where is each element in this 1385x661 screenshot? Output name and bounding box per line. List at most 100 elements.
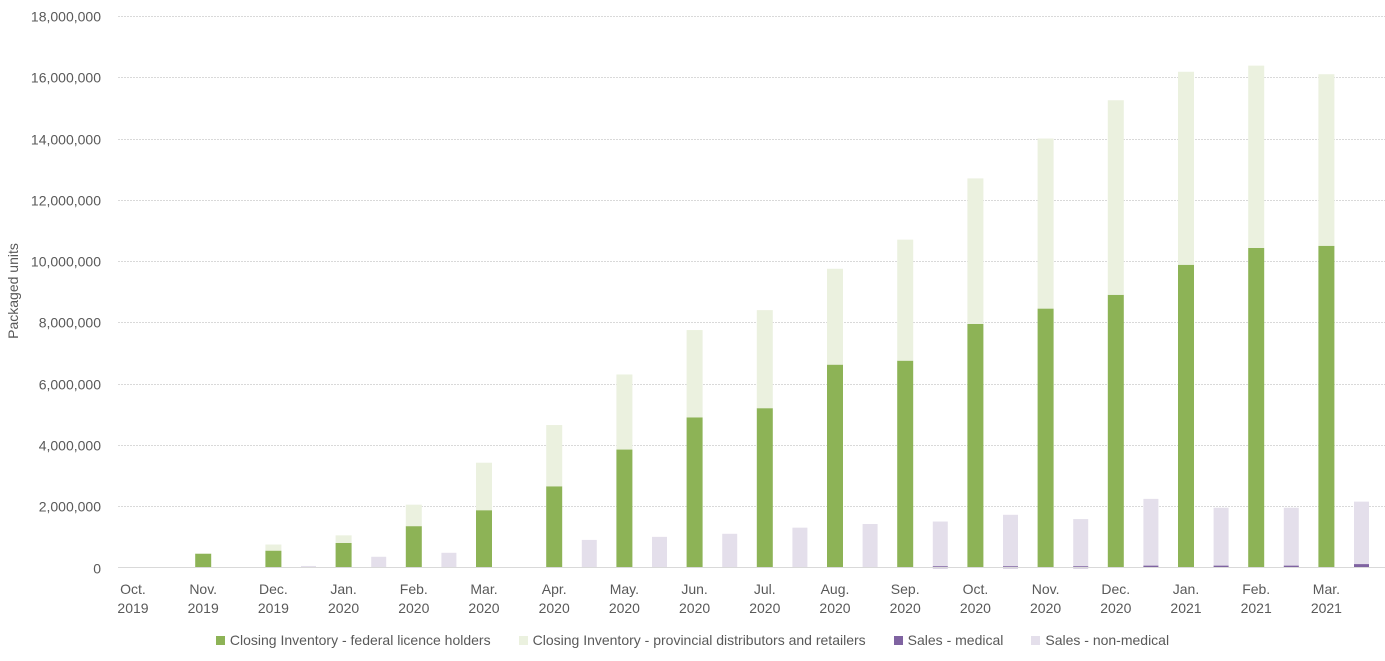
bar-provincial-inventory <box>967 178 984 324</box>
legend-swatch <box>1031 635 1041 645</box>
bar-federal-inventory <box>827 364 843 568</box>
x-tick-label-month: Mar. <box>1313 581 1340 597</box>
bar-provincial-inventory <box>756 310 773 409</box>
x-tick-label-month: Nov. <box>189 581 217 597</box>
x-tick-label-year: 2019 <box>258 600 289 616</box>
x-tick-label-month: Jan. <box>330 581 356 597</box>
bar-provincial-inventory <box>616 374 633 450</box>
legend: Closing Inventory - federal licence hold… <box>0 632 1385 648</box>
x-tick-label-month: May. <box>610 581 639 597</box>
bar-sales-non-medical <box>441 552 457 568</box>
bar-federal-inventory <box>476 510 492 568</box>
legend-swatch <box>893 635 903 645</box>
x-tick-label-year: 2020 <box>398 600 429 616</box>
bar-provincial-inventory <box>1107 100 1124 295</box>
bar-sales-non-medical <box>1003 514 1018 568</box>
bar-federal-inventory <box>1178 264 1194 568</box>
x-tick-label-month: Sep. <box>891 581 920 597</box>
bar-federal-inventory <box>756 408 773 568</box>
x-tick-label-year: 2019 <box>117 600 148 616</box>
x-tick-label-year: 2019 <box>188 600 219 616</box>
y-tick-label: 0 <box>93 561 101 577</box>
x-tick-label-year: 2020 <box>960 600 991 616</box>
x-tick-label-year: 2020 <box>819 600 850 616</box>
legend-item-sales-non-medical: Sales - non-medical <box>1031 632 1169 648</box>
x-tick-label-month: Jun. <box>681 581 707 597</box>
bar-federal-inventory <box>897 360 914 568</box>
legend-item-provincial-inventory: Closing Inventory - provincial distribut… <box>518 632 866 648</box>
x-tick-label-month: Jan. <box>1173 581 1199 597</box>
x-tick-label-month: Oct. <box>120 581 146 597</box>
x-tick-label-year: 2020 <box>890 600 921 616</box>
y-tick-label: 12,000,000 <box>31 193 101 209</box>
legend-label: Closing Inventory - provincial distribut… <box>532 632 866 648</box>
bar-provincial-inventory <box>195 553 212 554</box>
bar-sales-medical <box>1283 565 1299 568</box>
bar-sales-non-medical <box>581 539 597 568</box>
bar-federal-inventory <box>1318 245 1335 568</box>
bar-sales-non-medical <box>862 523 878 568</box>
y-axis-tick-labels: 0 2,000,000 4,000,000 6,000,000 8,000,000 10,… <box>31 9 101 577</box>
bar-provincial-inventory <box>1248 65 1265 248</box>
x-tick-label-month: Apr. <box>542 581 567 597</box>
x-axis-tick-labels: Oct. 2019 Nov. 2019 Dec. 2019 Jan. 2020 Feb. 2020… <box>117 581 1342 616</box>
x-tick-label-year: 2020 <box>1100 600 1131 616</box>
bars <box>195 65 1369 569</box>
bar-sales-non-medical <box>1073 519 1089 568</box>
x-tick-label-year: 2020 <box>749 600 780 616</box>
bar-provincial-inventory <box>476 462 492 511</box>
bar-federal-inventory <box>1107 294 1124 568</box>
x-tick-label-month: Dec. <box>259 581 288 597</box>
y-tick-label: 14,000,000 <box>31 132 101 148</box>
y-tick-label: 10,000,000 <box>31 254 101 270</box>
bar-sales-non-medical <box>1143 498 1159 568</box>
legend-item-federal-inventory: Closing Inventory - federal licence hold… <box>215 632 491 648</box>
bar-federal-inventory <box>335 542 352 568</box>
bar-federal-inventory <box>1037 308 1054 568</box>
bar-provincial-inventory <box>1178 71 1194 265</box>
bar-federal-inventory <box>195 553 212 568</box>
x-tick-label-year: 2020 <box>679 600 710 616</box>
bar-federal-inventory <box>546 486 563 568</box>
x-tick-label-year: 2021 <box>1311 600 1342 616</box>
bar-sales-non-medical <box>1354 501 1369 568</box>
bar-sales-non-medical <box>652 536 667 568</box>
bar-federal-inventory <box>616 449 633 568</box>
x-tick-label-month: Feb. <box>400 581 428 597</box>
bar-federal-inventory <box>967 323 984 568</box>
x-tick-label-month: Mar. <box>470 581 497 597</box>
x-tick-label-month: Feb. <box>1242 581 1270 597</box>
y-tick-label: 8,000,000 <box>39 315 101 331</box>
x-tick-label-month: Aug. <box>821 581 850 597</box>
x-tick-label-month: Dec. <box>1101 581 1130 597</box>
bar-provincial-inventory <box>686 330 703 418</box>
bar-sales-non-medical <box>371 556 387 568</box>
bar-sales-non-medical <box>722 533 738 568</box>
bar-federal-inventory <box>405 526 422 568</box>
bar-provincial-inventory <box>827 268 843 365</box>
bar-sales-non-medical <box>792 527 808 568</box>
bar-sales-non-medical <box>932 521 948 568</box>
legend-item-sales-medical: Sales - medical <box>893 632 1003 648</box>
y-tick-label: 18,000,000 <box>31 9 101 25</box>
gridlines <box>118 16 1385 507</box>
y-axis-title: Packaged units <box>5 243 21 339</box>
bar-sales-medical <box>1354 564 1369 568</box>
y-tick-label: 16,000,000 <box>31 70 101 86</box>
bar-provincial-inventory <box>546 425 563 487</box>
x-tick-label-year: 2020 <box>328 600 359 616</box>
legend-swatch <box>518 635 528 645</box>
bar-sales-medical <box>1143 565 1159 568</box>
y-tick-label: 6,000,000 <box>39 377 101 393</box>
y-tick-label: 2,000,000 <box>39 499 101 515</box>
bar-federal-inventory <box>1248 247 1265 568</box>
bar-provincial-inventory <box>265 544 282 551</box>
bar-provincial-inventory <box>405 504 422 527</box>
x-tick-label-year: 2020 <box>609 600 640 616</box>
legend-label: Sales - non-medical <box>1045 632 1170 648</box>
bar-provincial-inventory <box>1318 74 1335 246</box>
bar-provincial-inventory <box>1037 138 1054 309</box>
x-tick-label-month: Oct. <box>963 581 989 597</box>
bar-sales-non-medical <box>301 565 316 568</box>
x-tick-label-year: 2021 <box>1241 600 1272 616</box>
